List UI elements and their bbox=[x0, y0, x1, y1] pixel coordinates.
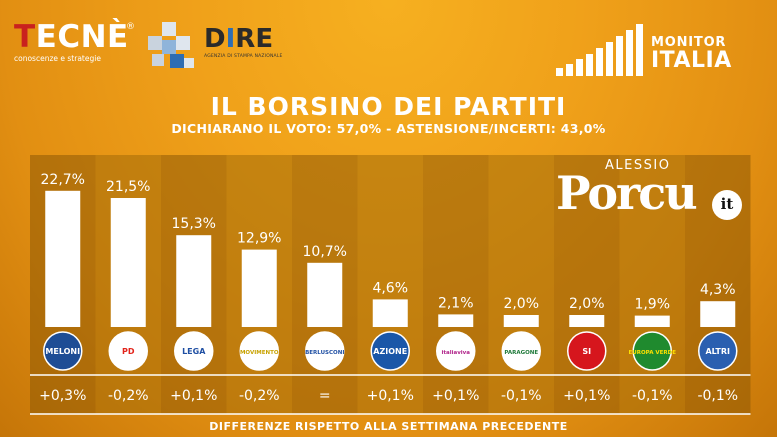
party-logo bbox=[436, 331, 476, 371]
column-panel bbox=[357, 155, 423, 414]
party-logo bbox=[174, 331, 214, 371]
bar bbox=[372, 299, 408, 327]
party-logo bbox=[632, 331, 672, 371]
monitor-label: MONITOR bbox=[651, 35, 727, 50]
data-label: 2,0% bbox=[503, 296, 539, 312]
data-label: 21,5% bbox=[106, 179, 150, 195]
bar bbox=[569, 315, 605, 327]
dire-cubes-icon bbox=[148, 22, 194, 68]
bar bbox=[45, 190, 81, 327]
data-label: 2,0% bbox=[569, 296, 605, 312]
change-label: -0,1% bbox=[697, 388, 738, 404]
porcu-watermark: ALESSIO Porcu it bbox=[556, 156, 742, 232]
bar bbox=[307, 262, 343, 327]
party-logo bbox=[239, 331, 279, 371]
change-label: -0,2% bbox=[239, 388, 280, 404]
bar bbox=[503, 315, 539, 327]
monitor-bars-icon bbox=[556, 24, 643, 76]
tecne-tagline: conoscenze e strategie bbox=[14, 54, 101, 63]
watermark-small-text: ALESSIO bbox=[605, 158, 671, 173]
party-logo bbox=[43, 331, 83, 371]
data-label: 2,1% bbox=[438, 295, 474, 311]
party-logo-text: MOVIMENTO bbox=[240, 350, 279, 356]
change-label: +0,1% bbox=[432, 388, 479, 404]
bar bbox=[634, 315, 670, 327]
italia-label: ITALIA bbox=[651, 48, 732, 73]
party-logo bbox=[698, 331, 738, 371]
column-panel bbox=[488, 155, 554, 414]
chart-title: IL BORSINO DEI PARTITI bbox=[210, 92, 567, 121]
data-label: 1,9% bbox=[634, 297, 670, 313]
monitor-italia-logo: MONITOR ITALIA bbox=[651, 36, 732, 72]
party-logo-text: BERLUSCONI bbox=[305, 350, 344, 356]
watermark-big-text: Porcu bbox=[556, 166, 698, 220]
change-label: -0,1% bbox=[632, 388, 673, 404]
bar bbox=[110, 198, 146, 327]
data-label: 4,6% bbox=[372, 280, 408, 296]
change-label: +0,1% bbox=[563, 388, 610, 404]
dire-tagline: AGENZIA DI STAMPA NAZIONALE bbox=[204, 54, 283, 59]
party-logo bbox=[305, 331, 345, 371]
data-label: 22,7% bbox=[41, 172, 85, 188]
footer-note: DIFFERENZE RISPETTO ALLA SETTIMANA PRECE… bbox=[209, 420, 568, 433]
data-label: 4,3% bbox=[700, 282, 736, 298]
party-logo-text: PD bbox=[122, 347, 135, 356]
change-label: -0,2% bbox=[108, 388, 149, 404]
change-label: +0,1% bbox=[170, 388, 217, 404]
column-panel bbox=[619, 155, 685, 414]
change-label: +0,3% bbox=[39, 388, 86, 404]
dire-logo: DIRE AGENZIA DI STAMPA NAZIONALE bbox=[204, 26, 283, 59]
party-logo-text: AZIONE bbox=[373, 347, 407, 356]
party-logo bbox=[501, 331, 541, 371]
tecne-logo-text: TECNÈ bbox=[14, 19, 129, 55]
column-panel bbox=[423, 155, 489, 414]
change-label: = bbox=[319, 388, 331, 404]
change-label: -0,1% bbox=[501, 388, 542, 404]
party-logo bbox=[108, 331, 148, 371]
bar bbox=[438, 314, 474, 327]
party-logo-text: EUROPA VERDE bbox=[629, 350, 677, 356]
party-logo-text: PARAGONE bbox=[504, 350, 538, 356]
party-logo-text: LEGA bbox=[182, 347, 206, 356]
data-label: 10,7% bbox=[303, 244, 347, 260]
tecne-registered-mark: ® bbox=[126, 22, 135, 32]
column-panel bbox=[554, 155, 620, 414]
bar bbox=[241, 249, 277, 327]
tecne-logo: TECNÈ ® conoscenze e strategie bbox=[14, 19, 135, 64]
party-logo-text: italiaviva bbox=[442, 350, 471, 356]
party-logo bbox=[567, 331, 607, 371]
header-bar: TECNÈ ® conoscenze e strategie DIRE AGEN… bbox=[0, 0, 777, 90]
data-label: 12,9% bbox=[237, 231, 281, 247]
chart-subtitle: DICHIARANO IL VOTO: 57,0% - ASTENSIONE/I… bbox=[171, 121, 606, 136]
party-logo-text: SI bbox=[582, 347, 591, 356]
data-label: 15,3% bbox=[172, 216, 216, 232]
dire-logo-text: DIRE bbox=[204, 24, 274, 54]
bar bbox=[700, 301, 736, 327]
party-logo-text: ALTRI bbox=[705, 347, 730, 356]
party-logo-text: MELONI bbox=[45, 347, 80, 356]
party-logo bbox=[370, 331, 410, 371]
watermark-suffix: it bbox=[712, 190, 742, 220]
bar bbox=[176, 235, 212, 327]
change-label: +0,1% bbox=[367, 388, 414, 404]
